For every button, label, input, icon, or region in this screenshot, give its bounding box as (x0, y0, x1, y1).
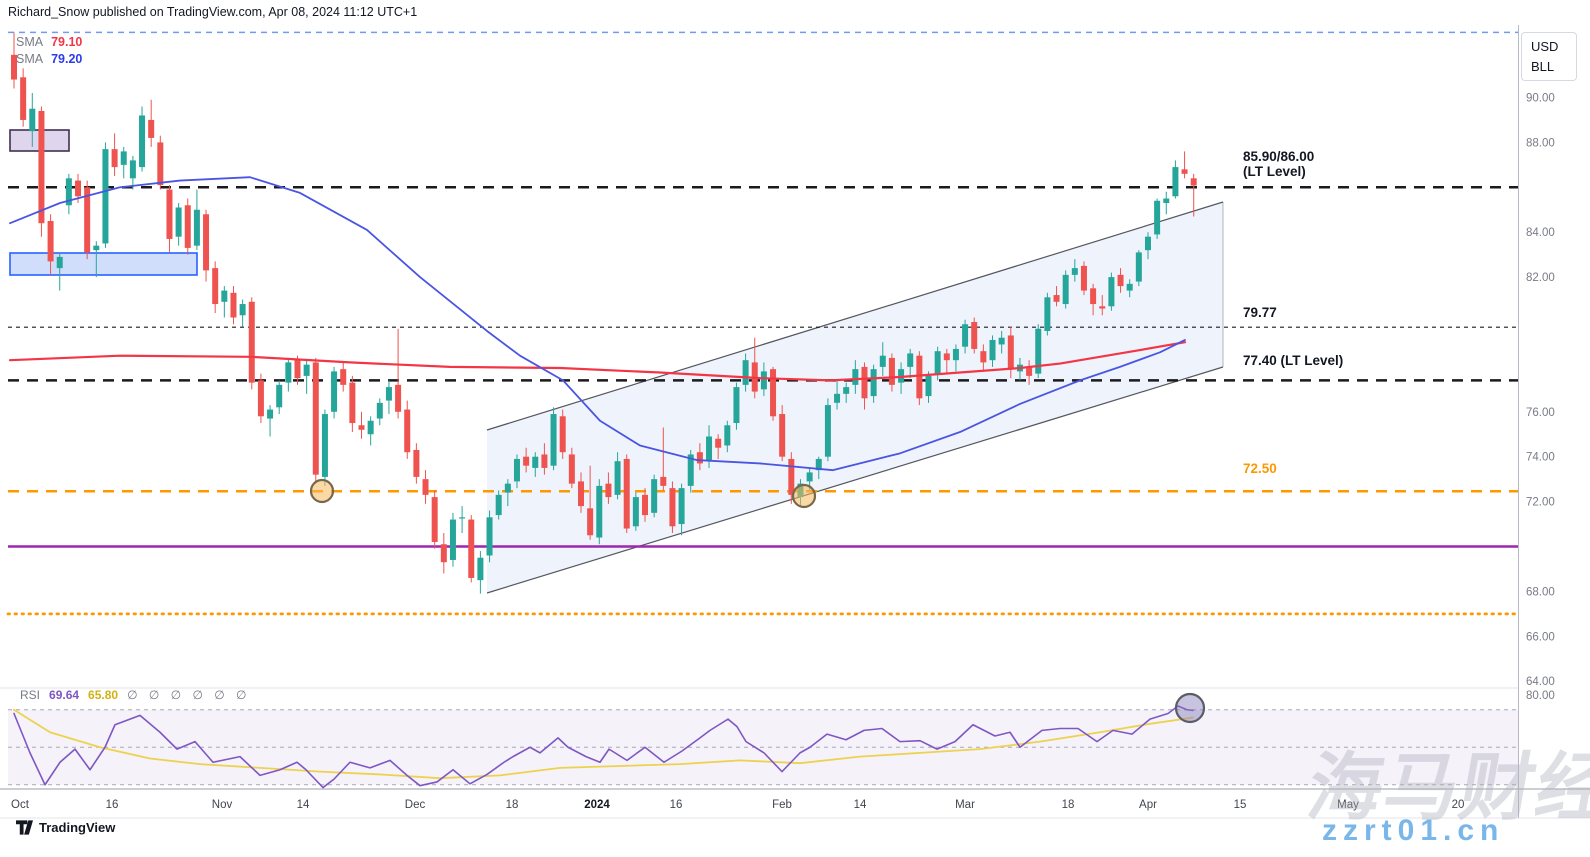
sma-fast-legend[interactable]: SMA 79.10 (16, 33, 82, 50)
price-tick-74: 74.00 (1526, 452, 1555, 464)
time-tick-2024[interactable]: 2024 (584, 799, 610, 811)
sma-slow-value: 79.20 (51, 51, 83, 66)
zone-rectangle-1 (9, 252, 198, 276)
main-pane-legend: SMA 79.10 SMA 79.20 (16, 33, 82, 67)
time-tick-Dec[interactable]: Dec (405, 799, 426, 811)
rsi-tick-80: 80.00 (1526, 690, 1555, 702)
time-tick-16[interactable]: 16 (106, 799, 119, 811)
tradingview-logo-label: TradingView (39, 820, 116, 835)
sma-fast-line (8, 341, 1187, 382)
unit-currency: USD (1531, 39, 1559, 55)
time-tick-Feb[interactable]: Feb (772, 799, 792, 811)
circle-marker-0 (309, 478, 335, 504)
unit-measure: BLL (1531, 58, 1555, 74)
level-annotation-2[interactable]: 77.40 (LT Level) (1243, 353, 1344, 368)
trend-channel-upper-line (486, 201, 1224, 431)
rsi-line (13, 705, 1194, 789)
time-tick-15[interactable]: 15 (1234, 799, 1247, 811)
price-tick-66: 66.00 (1526, 631, 1555, 643)
circle-marker-1 (791, 483, 817, 509)
price-tick-84: 84.00 (1526, 227, 1555, 239)
rsi-label: RSI (20, 688, 41, 702)
tradingview-logo-icon (16, 820, 33, 835)
time-tick-14[interactable]: 14 (854, 799, 867, 811)
sma-slow-legend[interactable]: SMA 79.20 (16, 50, 82, 67)
trend-channel-lower-line (486, 366, 1224, 594)
watermark-url: zzrt01.cn (1322, 814, 1505, 847)
level-annotation-1[interactable]: 79.77 (1243, 305, 1277, 320)
time-tick-Mar[interactable]: Mar (955, 799, 975, 811)
time-tick-18[interactable]: 18 (506, 799, 519, 811)
time-tick-Nov[interactable]: Nov (212, 799, 233, 811)
time-tick-20[interactable]: 20 (1452, 799, 1465, 811)
time-tick-18[interactable]: 18 (1062, 799, 1075, 811)
level-annotation-0[interactable]: 85.90/86.00 (LT Level) (1243, 149, 1315, 179)
price-tick-76: 76.00 (1526, 407, 1555, 419)
candlestick-series (11, 32, 1197, 594)
price-tick-88: 88.00 (1526, 137, 1555, 149)
time-tick-Oct[interactable]: Oct (11, 799, 30, 811)
time-tick-Apr[interactable]: Apr (1139, 799, 1157, 811)
price-tick-90: 90.00 (1526, 93, 1555, 105)
unit-currency-box[interactable]: USD BLL (1521, 32, 1577, 81)
time-tick-14[interactable]: 14 (297, 799, 310, 811)
price-tick-82: 82.00 (1526, 272, 1555, 284)
level-annotation-3[interactable]: 72.50 (1243, 461, 1277, 476)
sma-fast-value: 79.10 (51, 34, 83, 49)
rsi-ma-line (13, 708, 1194, 780)
sma-slow-line (9, 176, 1186, 472)
rsi-pane-legend[interactable]: RSI 69.64 65.80 ∅ ∅ ∅ ∅ ∅ ∅ (20, 688, 250, 702)
sma-slow-label: SMA (16, 51, 44, 66)
price-tick-64: 64.00 (1526, 676, 1555, 688)
price-tick-72: 72.00 (1526, 497, 1555, 509)
rsi-hidden-values: ∅ ∅ ∅ ∅ ∅ ∅ (127, 688, 251, 702)
price-tick-68: 68.00 (1526, 586, 1555, 598)
circle-marker-2 (1174, 692, 1206, 724)
rsi-ma-value: 65.80 (88, 688, 119, 702)
attribution-text: Richard_Snow published on TradingView.co… (8, 5, 418, 19)
time-tick-May[interactable]: May (1337, 799, 1359, 811)
time-tick-16[interactable]: 16 (670, 799, 683, 811)
sma-fast-label: SMA (16, 34, 44, 49)
rsi-value: 69.64 (49, 688, 80, 702)
tradingview-logo[interactable]: TradingView (16, 820, 115, 835)
